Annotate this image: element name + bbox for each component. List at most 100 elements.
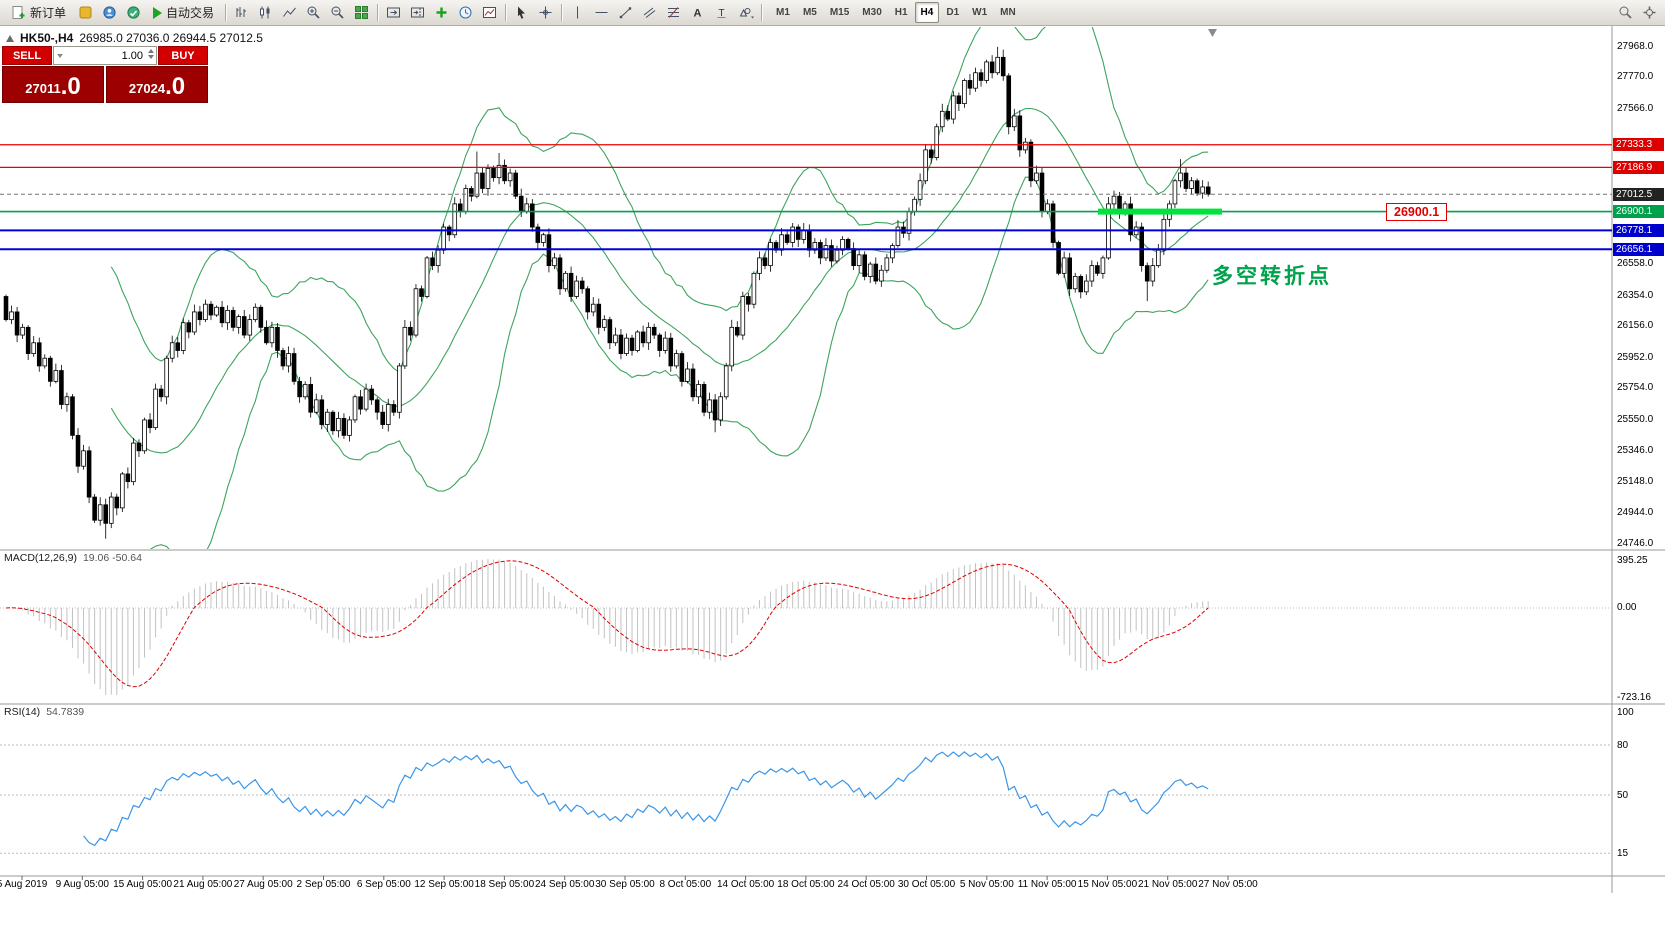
one-click-panel-toggle[interactable] xyxy=(6,34,14,42)
time-axis-label[interactable]: 9 Aug 05:00 xyxy=(55,879,109,890)
periods-icon[interactable] xyxy=(454,2,477,23)
time-axis-label[interactable]: 15 Aug 05:00 xyxy=(113,879,173,890)
lot-spinner[interactable] xyxy=(148,49,154,59)
time-axis-label[interactable]: 24 Oct 05:00 xyxy=(837,879,895,890)
time-axis-label[interactable]: 5 Nov 05:00 xyxy=(959,879,1014,890)
zoom-in-icon[interactable] xyxy=(302,2,325,23)
timeframe-group: M1 M5 M15 M30 H1 H4 D1 W1 MN xyxy=(770,2,1022,23)
candles xyxy=(3,46,1211,539)
buy-button[interactable]: BUY xyxy=(158,46,208,65)
horizontal-line-icon[interactable] xyxy=(590,2,613,23)
toolbar: 新订单 自动交易 xyxy=(0,0,1665,26)
favorites-icon[interactable] xyxy=(74,2,97,23)
timeframe-button-mn[interactable]: MN xyxy=(1000,7,1016,18)
cursor-icon[interactable] xyxy=(510,2,533,23)
one-click-trading-panel: SELL 1.00 BUY 27011.0 27024.0 xyxy=(2,46,208,103)
candlestick-icon[interactable] xyxy=(254,2,277,23)
price-axis-label: 26156.0 xyxy=(1617,320,1654,332)
trendline-icon[interactable] xyxy=(614,2,637,23)
price-line-label-box: 27186.9 xyxy=(1613,160,1664,174)
price-axis-label: 25754.0 xyxy=(1617,382,1654,394)
rsi-axis-label: 15 xyxy=(1617,848,1629,860)
rsi-axis-label: 100 xyxy=(1617,706,1634,718)
price-level-flag[interactable]: 26900.1 xyxy=(1386,202,1448,221)
price-axis-label: 25952.0 xyxy=(1617,351,1654,363)
line-chart-icon[interactable] xyxy=(278,2,301,23)
macd-axis-label: -723.16 xyxy=(1617,692,1651,703)
time-axis-label[interactable]: 15 Nov 05:00 xyxy=(1077,879,1138,890)
price-line-label-box: 27333.3 xyxy=(1613,138,1664,152)
timeframe-button-w1[interactable]: W1 xyxy=(972,7,988,18)
lot-size-input[interactable]: 1.00 xyxy=(53,46,157,65)
macd-signal-line xyxy=(5,560,1209,688)
time-axis-label[interactable]: 14 Oct 05:00 xyxy=(716,879,775,890)
time-axis-label[interactable]: 27 Aug 05:00 xyxy=(233,879,293,890)
tile-windows-icon[interactable] xyxy=(350,2,373,23)
time-axis-label[interactable]: 24 Sep 05:00 xyxy=(534,879,595,890)
toolbar-separator xyxy=(225,4,227,21)
new-order-button[interactable]: 新订单 xyxy=(4,2,73,23)
macd-axis-label: 395.25 xyxy=(1617,555,1648,566)
timeframe-button-m5[interactable]: M5 xyxy=(802,7,817,18)
timeframe-button-m15[interactable]: M15 xyxy=(829,7,850,18)
buy-price-button[interactable]: 27024.0 xyxy=(106,66,208,103)
shapes-icon[interactable] xyxy=(734,2,757,23)
price-line-label-box: 26656.1 xyxy=(1613,242,1664,256)
time-axis-label[interactable]: 18 Oct 05:00 xyxy=(777,879,835,890)
time-axis-label[interactable]: 5 Aug 2019 xyxy=(0,879,48,890)
svg-text:A: A xyxy=(694,8,702,20)
rsi-name: RSI(14) xyxy=(4,706,41,718)
bar-chart-icon[interactable] xyxy=(230,2,253,23)
time-axis-label[interactable]: 18 Sep 05:00 xyxy=(474,879,535,890)
crosshair-icon[interactable] xyxy=(534,2,557,23)
price-axis-label: 26558.0 xyxy=(1617,258,1654,270)
timeframe-button-h1[interactable]: H1 xyxy=(894,7,908,18)
fibonacci-icon[interactable] xyxy=(662,2,685,23)
lot-dropdown-icon[interactable] xyxy=(57,54,63,58)
rsi xyxy=(0,744,1612,854)
toolbar-separator xyxy=(561,4,563,21)
channel-icon[interactable] xyxy=(638,2,661,23)
vertical-line-icon[interactable] xyxy=(566,2,589,23)
autotrade-play-icon xyxy=(153,6,163,19)
time-axis-label[interactable]: 21 Nov 05:00 xyxy=(1137,879,1198,890)
chart-shift-icon[interactable] xyxy=(406,2,429,23)
macd-label: MACD(12,26,9) 19.06 -50.64 xyxy=(4,552,142,564)
time-axis-label[interactable]: 8 Oct 05:00 xyxy=(659,879,712,890)
timeframe-button-h4[interactable]: H4 xyxy=(914,2,940,23)
label-icon[interactable]: T xyxy=(710,2,733,23)
settings-icon[interactable] xyxy=(1638,2,1661,23)
sell-price-main: 27011 xyxy=(25,81,61,96)
indicators-icon[interactable] xyxy=(430,2,453,23)
search-icon[interactable] xyxy=(1614,2,1637,23)
sell-button[interactable]: SELL xyxy=(2,46,52,65)
price-axis-label: 24944.0 xyxy=(1617,507,1654,519)
time-axis-label[interactable]: 11 Nov 05:00 xyxy=(1017,879,1077,890)
timeframe-button-m1[interactable]: M1 xyxy=(776,7,790,18)
auto-scroll-icon[interactable] xyxy=(382,2,405,23)
shift-marker xyxy=(1208,29,1217,37)
market-watch-icon[interactable] xyxy=(98,2,121,23)
timeframe-button-d1[interactable]: D1 xyxy=(946,7,960,18)
time-axis-label[interactable]: 12 Sep 05:00 xyxy=(414,879,474,890)
price-axis-label: 24746.0 xyxy=(1617,537,1654,549)
time-axis-label[interactable]: 21 Aug 05:00 xyxy=(173,879,233,890)
sell-price-button[interactable]: 27011.0 xyxy=(2,66,104,103)
time-axis-label[interactable]: 27 Nov 05:00 xyxy=(1198,879,1258,890)
rsi-value: 54.7839 xyxy=(46,706,85,718)
zoom-out-icon[interactable] xyxy=(326,2,349,23)
text-icon[interactable]: A xyxy=(686,2,709,23)
time-axis-label[interactable]: 30 Sep 05:00 xyxy=(595,879,655,890)
time-axis-label[interactable]: 30 Oct 05:00 xyxy=(897,879,956,890)
timeframe-button-m30[interactable]: M30 xyxy=(862,7,882,18)
signals-icon[interactable] xyxy=(122,2,145,23)
time-axis-label[interactable]: 6 Sep 05:00 xyxy=(356,879,411,890)
autotrade-button[interactable]: 自动交易 xyxy=(146,2,221,23)
toolbar-separator xyxy=(505,4,507,21)
templates-icon[interactable] xyxy=(478,2,501,23)
chart-annotation-text[interactable]: 多空转折点 xyxy=(1212,265,1332,288)
macd-name: MACD(12,26,9) xyxy=(4,552,77,564)
symbol-period-label: HK50-,H4 xyxy=(20,31,74,45)
time-axis-label[interactable]: 2 Sep 05:00 xyxy=(296,879,351,890)
